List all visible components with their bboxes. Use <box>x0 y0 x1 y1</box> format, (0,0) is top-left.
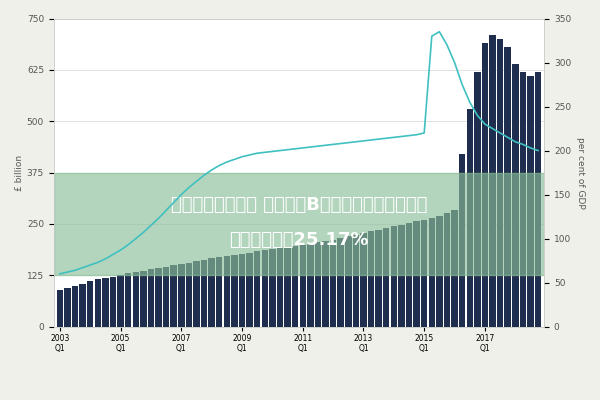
Bar <box>185 262 192 327</box>
Bar <box>451 210 458 327</box>
Bar <box>444 213 450 327</box>
Bar <box>247 253 253 327</box>
Bar <box>413 222 420 327</box>
Y-axis label: £ billion: £ billion <box>15 154 24 191</box>
Bar <box>512 64 518 327</box>
Bar <box>353 235 359 327</box>
Bar <box>474 72 481 327</box>
Bar <box>520 72 526 327</box>
Bar <box>376 230 382 327</box>
Bar <box>368 231 374 327</box>
Bar <box>535 72 541 327</box>
Bar <box>292 246 298 327</box>
Bar <box>95 280 101 327</box>
Bar <box>421 220 427 327</box>
Bar <box>133 272 139 327</box>
Bar <box>193 261 200 327</box>
Y-axis label: per cent of GDP: per cent of GDP <box>576 137 585 208</box>
Bar <box>360 233 367 327</box>
Bar <box>428 218 435 327</box>
Bar <box>72 286 78 327</box>
Bar <box>201 260 207 327</box>
Bar <box>54 172 544 275</box>
Bar <box>383 228 389 327</box>
Legend: NFC Debt (LHS), Debt as a per cent of GDP (RHS): NFC Debt (LHS), Debt as a per cent of GD… <box>136 396 462 400</box>
Bar <box>314 242 321 327</box>
Bar <box>269 250 275 327</box>
Text: 国内杠杆资本分配 图解海控B股中报：第二季度单季: 国内杠杆资本分配 图解海控B股中报：第二季度单季 <box>171 196 427 214</box>
Bar <box>391 226 397 327</box>
Bar <box>527 76 534 327</box>
Bar <box>208 258 215 327</box>
Bar <box>87 282 94 327</box>
Bar <box>102 278 109 327</box>
Bar <box>231 255 238 327</box>
Bar <box>307 244 314 327</box>
Bar <box>489 35 496 327</box>
Bar <box>224 256 230 327</box>
Bar <box>505 47 511 327</box>
Text: 净利润同比增25.17%: 净利润同比增25.17% <box>229 231 368 249</box>
Bar <box>406 223 412 327</box>
Bar <box>155 268 162 327</box>
Bar <box>459 154 466 327</box>
Bar <box>497 39 503 327</box>
Bar <box>262 250 268 327</box>
Bar <box>254 252 260 327</box>
Bar <box>284 247 291 327</box>
Bar <box>118 275 124 327</box>
Bar <box>79 284 86 327</box>
Bar <box>467 109 473 327</box>
Bar <box>148 269 154 327</box>
Bar <box>345 236 352 327</box>
Bar <box>239 254 245 327</box>
Bar <box>398 225 404 327</box>
Bar <box>322 241 329 327</box>
Bar <box>140 271 146 327</box>
Bar <box>482 43 488 327</box>
Bar <box>330 240 337 327</box>
Bar <box>163 267 169 327</box>
Bar <box>170 265 177 327</box>
Bar <box>299 245 306 327</box>
Bar <box>64 288 71 327</box>
Bar <box>110 276 116 327</box>
Bar <box>277 248 283 327</box>
Bar <box>436 216 443 327</box>
Bar <box>178 264 185 327</box>
Bar <box>216 257 223 327</box>
Bar <box>337 238 344 327</box>
Bar <box>125 273 131 327</box>
Bar <box>56 290 63 327</box>
